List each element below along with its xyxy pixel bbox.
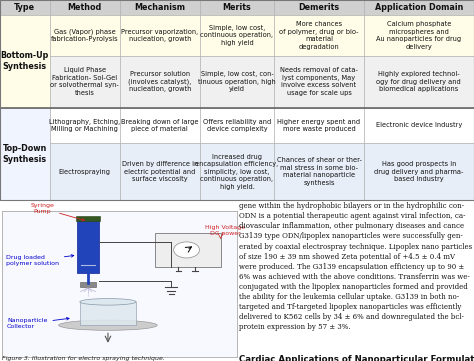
Bar: [50, 56, 120, 108]
Bar: [120, 15, 200, 56]
Bar: [274, 0, 364, 15]
Bar: [200, 143, 274, 200]
Bar: [80, 282, 96, 287]
Text: Needs removal of cata-
lyst components, May
involve excess solvent
usage for sca: Needs removal of cata- lyst components, …: [280, 68, 358, 96]
Text: Driven by difference in
electric potential and
surface viscosity: Driven by difference in electric potenti…: [122, 161, 198, 182]
Text: Highly explored technol-
ogy for drug delivery and
biomedical applications: Highly explored technol- ogy for drug de…: [376, 71, 461, 92]
Text: Application Domain: Application Domain: [374, 3, 463, 12]
Bar: [364, 0, 474, 15]
Text: Demerits: Demerits: [299, 3, 339, 12]
Text: Cardiac Applications of Nanoparticular Formulation: Cardiac Applications of Nanoparticular F…: [239, 355, 474, 361]
Bar: [0, 108, 50, 200]
Text: Gas (Vapor) phase
fabrication-Pyrolysis: Gas (Vapor) phase fabrication-Pyrolysis: [51, 29, 118, 42]
Bar: [0, 15, 50, 108]
Bar: [80, 302, 136, 325]
Text: Drug loaded
polymer solution: Drug loaded polymer solution: [6, 255, 74, 266]
Text: gene within the hydrophobic bilayers or in the hydrophilic con-
ODN is a potenti: gene within the hydrophobic bilayers or …: [239, 202, 473, 331]
Bar: [364, 143, 474, 200]
Bar: [155, 233, 220, 267]
Circle shape: [173, 242, 200, 258]
Text: Lithography, Etching,
Milling or Machining: Lithography, Etching, Milling or Machini…: [49, 118, 120, 132]
Text: Has good prospects in
drug delivery and pharma-
based industry: Has good prospects in drug delivery and …: [374, 161, 464, 182]
Text: Method: Method: [68, 3, 102, 12]
Bar: [77, 221, 99, 273]
Text: Type: Type: [14, 3, 36, 12]
Bar: [274, 108, 364, 143]
Text: Increased drug
encapsulation efficiency,
simplicity, low cost,
continuous operat: Increased drug encapsulation efficiency,…: [195, 154, 279, 190]
Text: Bottom-Up
Synthesis: Bottom-Up Synthesis: [0, 51, 49, 71]
Text: Top-Down
Synthesis: Top-Down Synthesis: [3, 144, 47, 164]
Text: Simple, low cost, con-
tinuous operation, high
yield: Simple, low cost, con- tinuous operation…: [198, 71, 276, 92]
Text: Simple, low cost,
continuous operation,
high yield: Simple, low cost, continuous operation, …: [201, 25, 273, 46]
Bar: [200, 108, 274, 143]
Bar: [274, 143, 364, 200]
Text: Syringe
Pump: Syringe Pump: [30, 203, 84, 221]
Bar: [120, 143, 200, 200]
Bar: [120, 0, 200, 15]
Bar: [200, 15, 274, 56]
Bar: [120, 56, 200, 108]
Text: Offers reliability and
device complexity: Offers reliability and device complexity: [203, 118, 271, 132]
Bar: [364, 15, 474, 56]
Bar: [50, 15, 120, 56]
Bar: [0, 0, 50, 15]
Bar: [120, 108, 200, 143]
Text: Chances of shear or ther-
mal stress in some bio-
material nanoparticle
synthesi: Chances of shear or ther- mal stress in …: [276, 157, 362, 186]
Bar: [200, 56, 274, 108]
Bar: [50, 143, 120, 200]
Bar: [274, 56, 364, 108]
Text: Breaking down of large
piece of material: Breaking down of large piece of material: [121, 118, 199, 132]
Text: Merits: Merits: [223, 3, 251, 12]
Text: Liquid Phase
Fabrication- Sol-Gel
or solvothermal syn-
thesis: Liquid Phase Fabrication- Sol-Gel or sol…: [50, 68, 119, 96]
Text: Precursor solution
(involves catalyst),
nucleation, growth: Precursor solution (involves catalyst), …: [128, 71, 191, 92]
Bar: [50, 108, 120, 143]
Text: Higher energy spent and
more waste produced: Higher energy spent and more waste produ…: [277, 118, 361, 132]
Text: Calcium phosphate
microspheres and
Au nanoparticles for drug
delivery: Calcium phosphate microspheres and Au na…: [376, 21, 461, 50]
Text: Electrospraying: Electrospraying: [59, 169, 111, 175]
Text: Electronic device Industry: Electronic device Industry: [376, 122, 462, 128]
Text: Mechanism: Mechanism: [134, 3, 185, 12]
Text: More chances
of polymer, drug or bio-
material
degradation: More chances of polymer, drug or bio- ma…: [279, 21, 359, 50]
Bar: [50, 0, 120, 15]
Bar: [200, 0, 274, 15]
Text: Nanoparticle
Collector: Nanoparticle Collector: [7, 317, 69, 329]
Bar: [364, 108, 474, 143]
Bar: [274, 15, 364, 56]
Ellipse shape: [59, 320, 157, 330]
Text: High Voltage
DC power: High Voltage DC power: [205, 225, 246, 236]
Text: Figure 3. Illustration for electro spraying technique.: Figure 3. Illustration for electro spray…: [2, 356, 165, 361]
Text: Precursor vaporization,
nucleation, growth: Precursor vaporization, nucleation, grow…: [121, 29, 198, 42]
Bar: [364, 56, 474, 108]
Ellipse shape: [80, 299, 136, 305]
Bar: [76, 216, 100, 221]
